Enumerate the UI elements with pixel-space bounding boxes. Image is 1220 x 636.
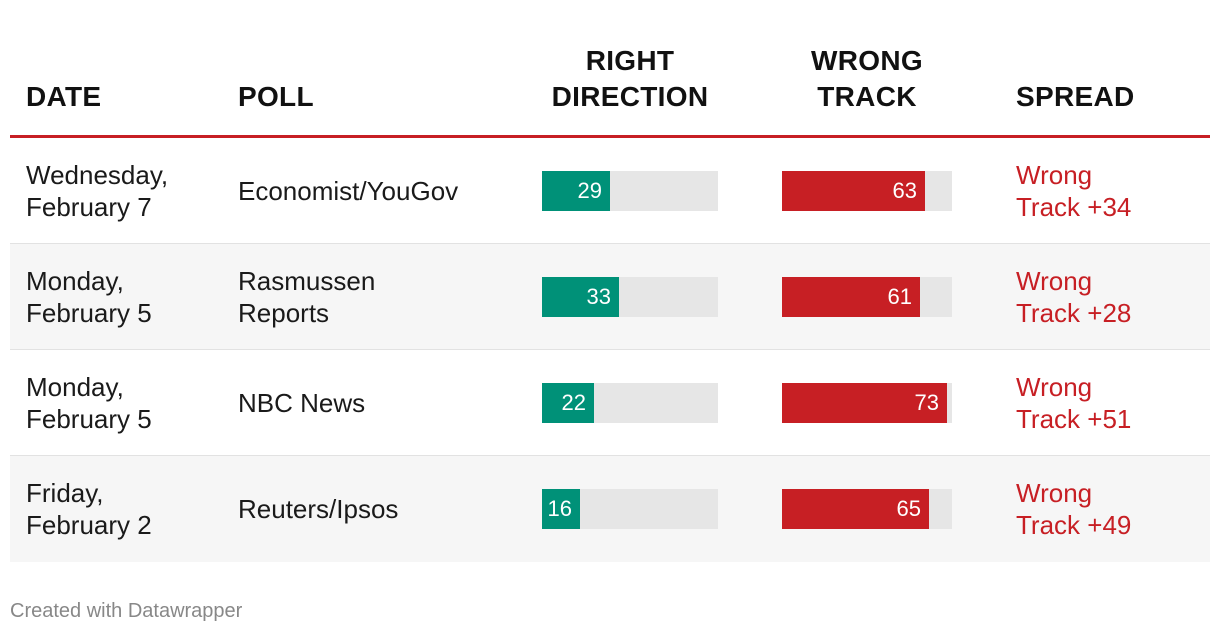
- date-cell-line1: Monday,: [26, 265, 124, 296]
- wrong-track-value-label: 63: [892, 177, 917, 203]
- header-right-line1: RIGHT: [585, 45, 675, 76]
- spread-cell: Wrong Track +51: [1016, 350, 1131, 455]
- wrong-track-value-label: 73: [914, 389, 939, 415]
- poll-cell: Reuters/Ipsos: [238, 456, 398, 562]
- right-direction-bar: [542, 489, 580, 529]
- spread-cell-line1: Wrong: [1016, 371, 1093, 402]
- table-row: Monday, February 5 Rasmussen Reports 33 61 Wro…: [10, 244, 1210, 350]
- header-right-direction: RIGHT DIRECTION: [542, 43, 718, 115]
- header-spread: SPREAD: [1016, 81, 1135, 112]
- date-cell-line2: February 5: [26, 403, 152, 434]
- date-cell: Friday, February 2: [26, 456, 152, 562]
- wrong-track-track: 61: [782, 276, 952, 317]
- right-direction-value-label: 33: [586, 283, 611, 309]
- header-wrong-line2: TRACK: [817, 81, 917, 112]
- wrong-track-value-label: 61: [887, 283, 912, 309]
- spread-cell-line1: Wrong: [1016, 478, 1093, 508]
- right-direction-bar: [542, 382, 594, 423]
- wrong-track-track: 73: [782, 382, 952, 423]
- spread-cell: Wrong Track +49: [1016, 456, 1131, 562]
- table-row: Friday, February 2 Reuters/Ipsos 16 65 Wrong T…: [10, 456, 1210, 562]
- wrong-track-track: 63: [782, 170, 952, 211]
- wrong-track-bar: [782, 276, 920, 317]
- wrong-track-bar: [782, 170, 925, 211]
- date-cell-line1: Wednesday,: [26, 159, 169, 190]
- right-direction-bar: [542, 276, 619, 317]
- date-cell: Monday, February 5: [26, 350, 152, 455]
- date-cell-line2: February 7: [26, 191, 152, 222]
- table-body: Wednesday, February 7 Economist/YouGov 29 63…: [10, 138, 1210, 562]
- poll-cell-line1: NBC News: [238, 387, 366, 418]
- right-direction-value-label: 22: [561, 389, 586, 415]
- spread-cell-line2: Track +49: [1016, 510, 1132, 540]
- wrong-track-value-label: 65: [896, 496, 921, 521]
- right-direction-value-label: 16: [547, 496, 572, 521]
- table-header: DATE POLL RIGHT DIRECTION WRONG TRACK SP…: [10, 0, 1210, 138]
- spread-cell: Wrong Track +34: [1016, 138, 1131, 243]
- date-cell: Monday, February 5: [26, 244, 152, 349]
- table-row: Wednesday, February 7 Economist/YouGov 29 63…: [10, 138, 1210, 244]
- spread-cell: Wrong Track +28: [1016, 244, 1131, 349]
- header-right-line2: DIRECTION: [551, 81, 709, 112]
- poll-cell-line2: Reports: [238, 297, 330, 328]
- date-cell-line2: February 2: [26, 510, 152, 540]
- spread-cell-line2: Track +28: [1016, 297, 1132, 328]
- date-cell-line1: Monday,: [26, 371, 124, 402]
- header-wrong-line1: WRONG: [811, 45, 923, 76]
- date-cell-line2: February 5: [26, 297, 152, 328]
- right-direction-bar: [542, 170, 610, 211]
- poll-cell-line1: Rasmussen: [238, 265, 376, 296]
- poll-cell-line1: Economist/YouGov: [238, 175, 459, 206]
- right-direction-value-label: 29: [577, 177, 602, 203]
- date-cell-line1: Friday,: [26, 478, 104, 508]
- wrong-track-bar: [782, 489, 929, 529]
- wrong-track-track: 65: [782, 489, 952, 529]
- right-direction-track: 22: [542, 382, 718, 423]
- header-wrong-track: WRONG TRACK: [782, 43, 952, 115]
- date-cell: Wednesday, February 7: [26, 138, 168, 243]
- spread-cell-line1: Wrong: [1016, 159, 1093, 190]
- right-direction-track: 33: [542, 276, 718, 317]
- header-date: DATE: [26, 81, 102, 112]
- wrong-track-bar: [782, 382, 947, 423]
- poll-cell: NBC News: [238, 350, 365, 455]
- poll-cell: Rasmussen Reports: [238, 244, 375, 349]
- footer-credit: Created with Datawrapper: [10, 600, 243, 622]
- poll-cell-line1: Reuters/Ipsos: [238, 494, 399, 524]
- poll-table: DATE POLL RIGHT DIRECTION WRONG TRACK SP…: [10, 0, 1210, 562]
- spread-cell-line2: Track +51: [1016, 403, 1132, 434]
- table-row: Monday, February 5 NBC News 22 73 Wrong Track …: [10, 350, 1210, 456]
- right-direction-track: 29: [542, 170, 718, 211]
- right-direction-track: 16: [542, 489, 718, 529]
- header-poll: POLL: [238, 81, 314, 112]
- spread-cell-line2: Track +34: [1016, 191, 1132, 222]
- poll-cell: Economist/YouGov: [238, 138, 458, 243]
- spread-cell-line1: Wrong: [1016, 265, 1093, 296]
